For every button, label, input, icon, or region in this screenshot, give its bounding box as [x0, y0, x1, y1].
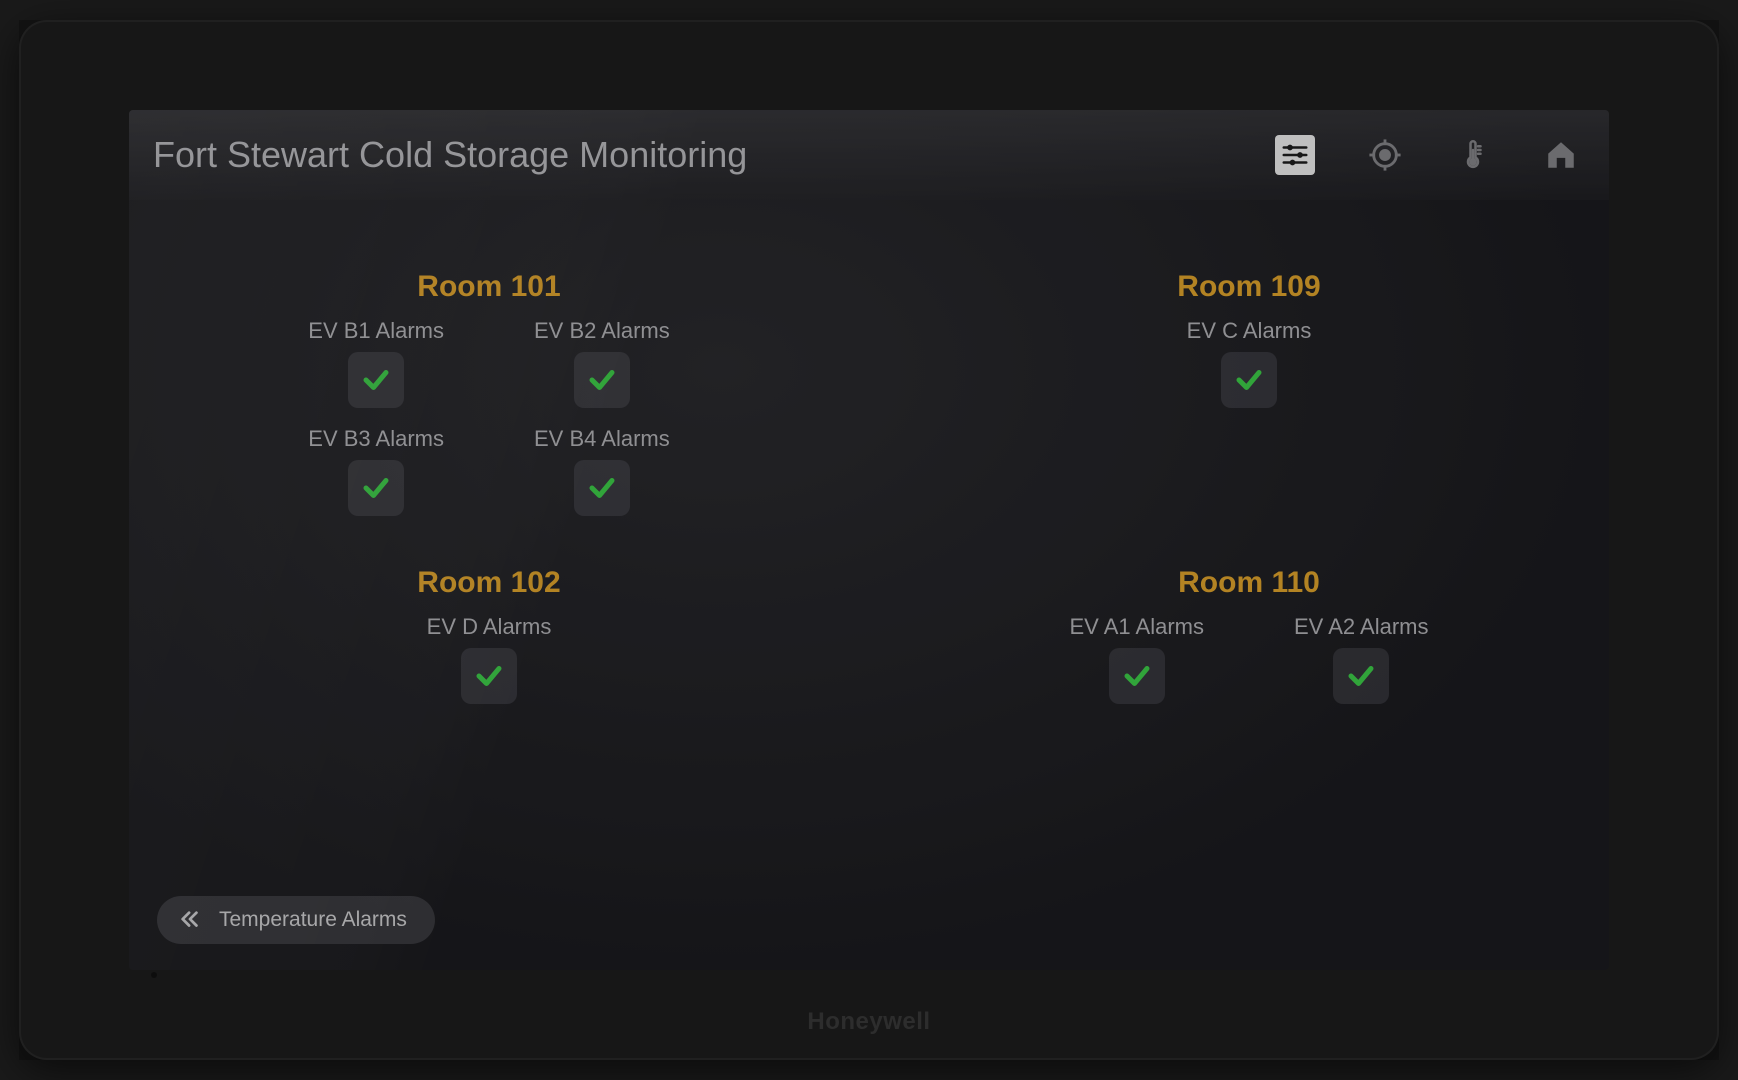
- alarm-status-tile[interactable]: [574, 460, 630, 516]
- check-icon: [361, 473, 391, 503]
- alarm-grid: EV B1 Alarms EV B2 Alarms EV B3 Alarms EV B…: [308, 318, 669, 516]
- page-title: Fort Stewart Cold Storage Monitoring: [153, 134, 1275, 176]
- room-panel: Room 110 EV A1 Alarms EV A2 Alarms: [929, 566, 1569, 704]
- check-icon: [587, 365, 617, 395]
- alarm-item: EV C Alarms: [1187, 318, 1312, 408]
- room-title: Room 110: [1178, 566, 1320, 600]
- alarm-grid: EV A1 Alarms EV A2 Alarms: [1069, 614, 1428, 704]
- alarm-status-tile[interactable]: [348, 352, 404, 408]
- check-icon: [1346, 661, 1376, 691]
- alarm-status-tile[interactable]: [461, 648, 517, 704]
- room-panel: Room 102 EV D Alarms: [169, 566, 809, 704]
- alarm-label: EV C Alarms: [1187, 318, 1312, 344]
- alarm-label: EV A2 Alarms: [1294, 614, 1429, 640]
- alarm-item: EV B2 Alarms: [534, 318, 670, 408]
- device-brand-label: Honeywell: [807, 1008, 930, 1036]
- room-title: Room 101: [417, 270, 560, 304]
- content-grid: Room 101 EV B1 Alarms EV B2 Alarms EV B3 Al…: [129, 200, 1609, 970]
- target-icon[interactable]: [1367, 137, 1403, 173]
- back-button[interactable]: Temperature Alarms: [157, 896, 435, 944]
- room-panel: Room 109 EV C Alarms: [929, 270, 1569, 516]
- alarm-label: EV B4 Alarms: [534, 426, 670, 452]
- alarm-status-tile[interactable]: [574, 352, 630, 408]
- thermometer-icon[interactable]: [1455, 137, 1491, 173]
- alarm-status-tile[interactable]: [1221, 352, 1277, 408]
- alarm-label: EV D Alarms: [427, 614, 552, 640]
- alarm-label: EV B2 Alarms: [534, 318, 670, 344]
- device-frame: Honeywell Fort Stewart Cold Storage Moni…: [19, 20, 1719, 1060]
- alarm-status-tile[interactable]: [348, 460, 404, 516]
- alarm-label: EV B1 Alarms: [308, 318, 444, 344]
- alarm-label: EV B3 Alarms: [308, 426, 444, 452]
- alarm-item: EV A2 Alarms: [1294, 614, 1429, 704]
- check-icon: [474, 661, 504, 691]
- alarm-item: EV D Alarms: [427, 614, 552, 704]
- header-icon-group: [1275, 135, 1579, 175]
- alarm-item: EV B1 Alarms: [308, 318, 444, 408]
- alarm-grid: EV C Alarms: [1187, 318, 1312, 408]
- back-button-label: Temperature Alarms: [219, 908, 407, 932]
- check-icon: [1122, 661, 1152, 691]
- alarm-status-tile[interactable]: [1333, 648, 1389, 704]
- alarm-item: EV B3 Alarms: [308, 426, 444, 516]
- chevrons-left-icon: [175, 909, 205, 931]
- room-panel: Room 101 EV B1 Alarms EV B2 Alarms EV B3 Al…: [169, 270, 809, 516]
- alarm-grid: EV D Alarms: [427, 614, 552, 704]
- alarm-status-tile[interactable]: [1109, 648, 1165, 704]
- alarm-item: EV B4 Alarms: [534, 426, 670, 516]
- room-title: Room 109: [1177, 270, 1320, 304]
- check-icon: [1234, 365, 1264, 395]
- footer: Temperature Alarms: [157, 896, 435, 944]
- screen: Fort Stewart Cold Storage Monitoring: [129, 110, 1609, 970]
- header-bar: Fort Stewart Cold Storage Monitoring: [129, 110, 1609, 200]
- device-led-dot: [151, 972, 157, 978]
- alarm-item: EV A1 Alarms: [1069, 614, 1204, 704]
- alarm-label: EV A1 Alarms: [1069, 614, 1204, 640]
- check-icon: [361, 365, 391, 395]
- room-title: Room 102: [417, 566, 560, 600]
- settings-sliders-icon[interactable]: [1275, 135, 1315, 175]
- check-icon: [587, 473, 617, 503]
- home-icon[interactable]: [1543, 137, 1579, 173]
